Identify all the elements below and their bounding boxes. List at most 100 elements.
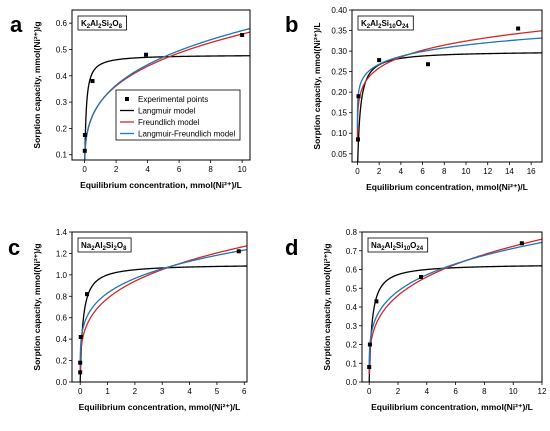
data-point-a-2 xyxy=(90,79,95,84)
data-point-d-4 xyxy=(519,241,524,246)
x-tick-label-b: 8 xyxy=(442,167,447,176)
lf-curve-d xyxy=(368,241,542,371)
x-tick-label-c: 0 xyxy=(78,387,83,396)
legend: Experimental points Langmuir model Freundl… xyxy=(115,89,241,141)
y-tick-label-b: 0.10 xyxy=(331,129,347,138)
freundlich-curve-d xyxy=(368,238,542,375)
legend-box xyxy=(115,89,241,141)
plot-frame-c xyxy=(71,231,248,383)
panel-d: 0 2 4 6 8 10 12 0.0 0.1 0.2 0.3 0.4 0.5 0.6 0.7 0.8 Equi… xyxy=(285,228,547,412)
langmuir-curve-a xyxy=(84,55,250,160)
legend-marker-icon xyxy=(125,97,129,101)
y-tick-label-a: 0.1 xyxy=(56,151,68,160)
x-tick-label-c: 3 xyxy=(160,387,165,396)
x-axis-label-b: Equilibrium concentration, mmol(Ni²⁺)/L xyxy=(366,182,528,192)
data-point-d-1 xyxy=(367,342,372,347)
x-tick-label-b: 6 xyxy=(420,167,425,176)
data-point-b-2 xyxy=(377,58,382,63)
y-axis-label-b: Sorption capacity, mmol(Ni²⁺)/L xyxy=(312,22,322,149)
y-tick-label-d: 0.0 xyxy=(346,378,358,387)
data-point-c-1 xyxy=(78,360,83,365)
x-tick-label-c: 2 xyxy=(133,387,138,396)
y-axis-label-d: Sorption capacity, mmol(Ni²⁺)/g xyxy=(322,243,332,370)
x-tick-label-b: 16 xyxy=(527,167,536,176)
y-tick-label-d: 0.1 xyxy=(346,359,358,368)
y-tick-label-c: 1.2 xyxy=(56,249,68,258)
lf-curve-a xyxy=(84,27,250,160)
y-tick-label-d: 0.2 xyxy=(346,341,358,350)
y-tick-label-b: 0.30 xyxy=(331,47,347,56)
y-axis-label-a: Sorption capacity, mmol(Ni²⁺)/g xyxy=(32,21,42,148)
x-tick-label-a: 2 xyxy=(114,165,119,174)
lf-curve-c xyxy=(79,248,247,367)
y-tick-label-c: 0.2 xyxy=(56,357,68,366)
x-tick-label-d: 10 xyxy=(509,387,518,396)
y-tick-label-c: 0.0 xyxy=(56,378,68,387)
y-tick-label-d: 0.7 xyxy=(346,247,358,256)
x-tick-label-b: 10 xyxy=(462,167,471,176)
x-tick-label-a: 4 xyxy=(145,165,150,174)
formula-box-b xyxy=(357,15,414,31)
panel-letter-d: d xyxy=(285,235,298,260)
x-tick-label-c: 4 xyxy=(187,387,192,396)
x-tick-label-d: 6 xyxy=(453,387,458,396)
freundlich-curve-b xyxy=(356,30,542,143)
y-tick-label-b: 0.25 xyxy=(331,68,347,77)
x-tick-label-b: 12 xyxy=(483,167,492,176)
langmuir-curve-d xyxy=(368,265,542,382)
y-tick-label-b: 0.05 xyxy=(331,150,347,159)
y-tick-label-b: 0.40 xyxy=(331,6,347,15)
data-point-c-3 xyxy=(85,292,90,297)
data-point-a-3 xyxy=(144,52,149,57)
langmuir-curve-c xyxy=(79,265,247,382)
y-tick-label-a: 0.4 xyxy=(56,72,68,81)
x-axis-label-c: Equilibrium concentration, mmol(Ni²⁺)/L xyxy=(79,402,241,412)
data-point-b-4 xyxy=(516,26,521,31)
y-tick-label-b: 0.15 xyxy=(331,109,347,118)
x-tick-label-b: 4 xyxy=(399,167,404,176)
plot-frame-a xyxy=(71,9,251,161)
x-axis-label-a: Equilibrium concentration, mmol(Ni²⁺)/L xyxy=(80,180,242,190)
x-tick-label-b: 0 xyxy=(355,167,360,176)
x-tick-label-a: 10 xyxy=(238,165,247,174)
legend-label-freundlich: Freundlich model xyxy=(138,118,200,127)
y-tick-label-c: 1.4 xyxy=(56,228,68,237)
x-tick-label-d: 12 xyxy=(538,387,547,396)
y-tick-label-d: 0.4 xyxy=(346,303,358,312)
x-tick-label-d: 8 xyxy=(482,387,487,396)
panel-b: 0 2 4 6 8 10 12 14 16 0.05 0.10 0.15 0.20 0.25 0.30 0.3… xyxy=(285,6,543,192)
data-point-d-2 xyxy=(374,299,379,304)
y-tick-label-d: 0.5 xyxy=(346,284,358,293)
y-tick-label-a: 0.6 xyxy=(56,19,68,28)
panel-letter-a: a xyxy=(10,12,23,37)
x-tick-label-b: 2 xyxy=(377,167,382,176)
y-tick-label-d: 0.8 xyxy=(346,228,358,237)
panel-a: 0 2 4 6 8 10 0.1 0.2 0.3 0.4 0.5 0.6 Equilibrium con… xyxy=(10,9,251,190)
plot-frame-b xyxy=(351,9,543,163)
formula-box-d xyxy=(367,237,429,253)
freundlich-curve-c xyxy=(79,245,247,372)
legend-label-langmuir: Langmuir model xyxy=(138,107,196,116)
data-point-d-3 xyxy=(419,275,424,279)
y-tick-label-a: 0.5 xyxy=(56,45,68,54)
data-point-a-4 xyxy=(240,33,245,37)
data-point-b-1 xyxy=(356,94,361,99)
legend-label-marker: Experimental points xyxy=(138,95,208,104)
formula-box-c xyxy=(77,237,132,253)
y-tick-label-c: 1.0 xyxy=(56,271,68,280)
lf-curve-b xyxy=(356,37,542,128)
x-tick-label-c: 5 xyxy=(215,387,220,396)
x-tick-label-c: 1 xyxy=(105,387,110,396)
data-point-c-0 xyxy=(78,370,83,375)
x-tick-label-b: 14 xyxy=(505,167,514,176)
panel-letter-c: c xyxy=(8,235,20,260)
y-tick-label-d: 0.6 xyxy=(346,266,358,275)
formula-label-d: Na2Al2Si10O24 xyxy=(371,241,424,252)
x-tick-label-c: 6 xyxy=(242,387,247,396)
data-point-a-1 xyxy=(82,133,87,137)
y-axis-label-c: Sorption capacity, mmol(Ni²⁺)/g xyxy=(32,243,42,370)
data-point-a-0 xyxy=(82,148,87,153)
x-tick-label-d: 4 xyxy=(425,387,430,396)
y-tick-label-b: 0.35 xyxy=(331,27,347,36)
